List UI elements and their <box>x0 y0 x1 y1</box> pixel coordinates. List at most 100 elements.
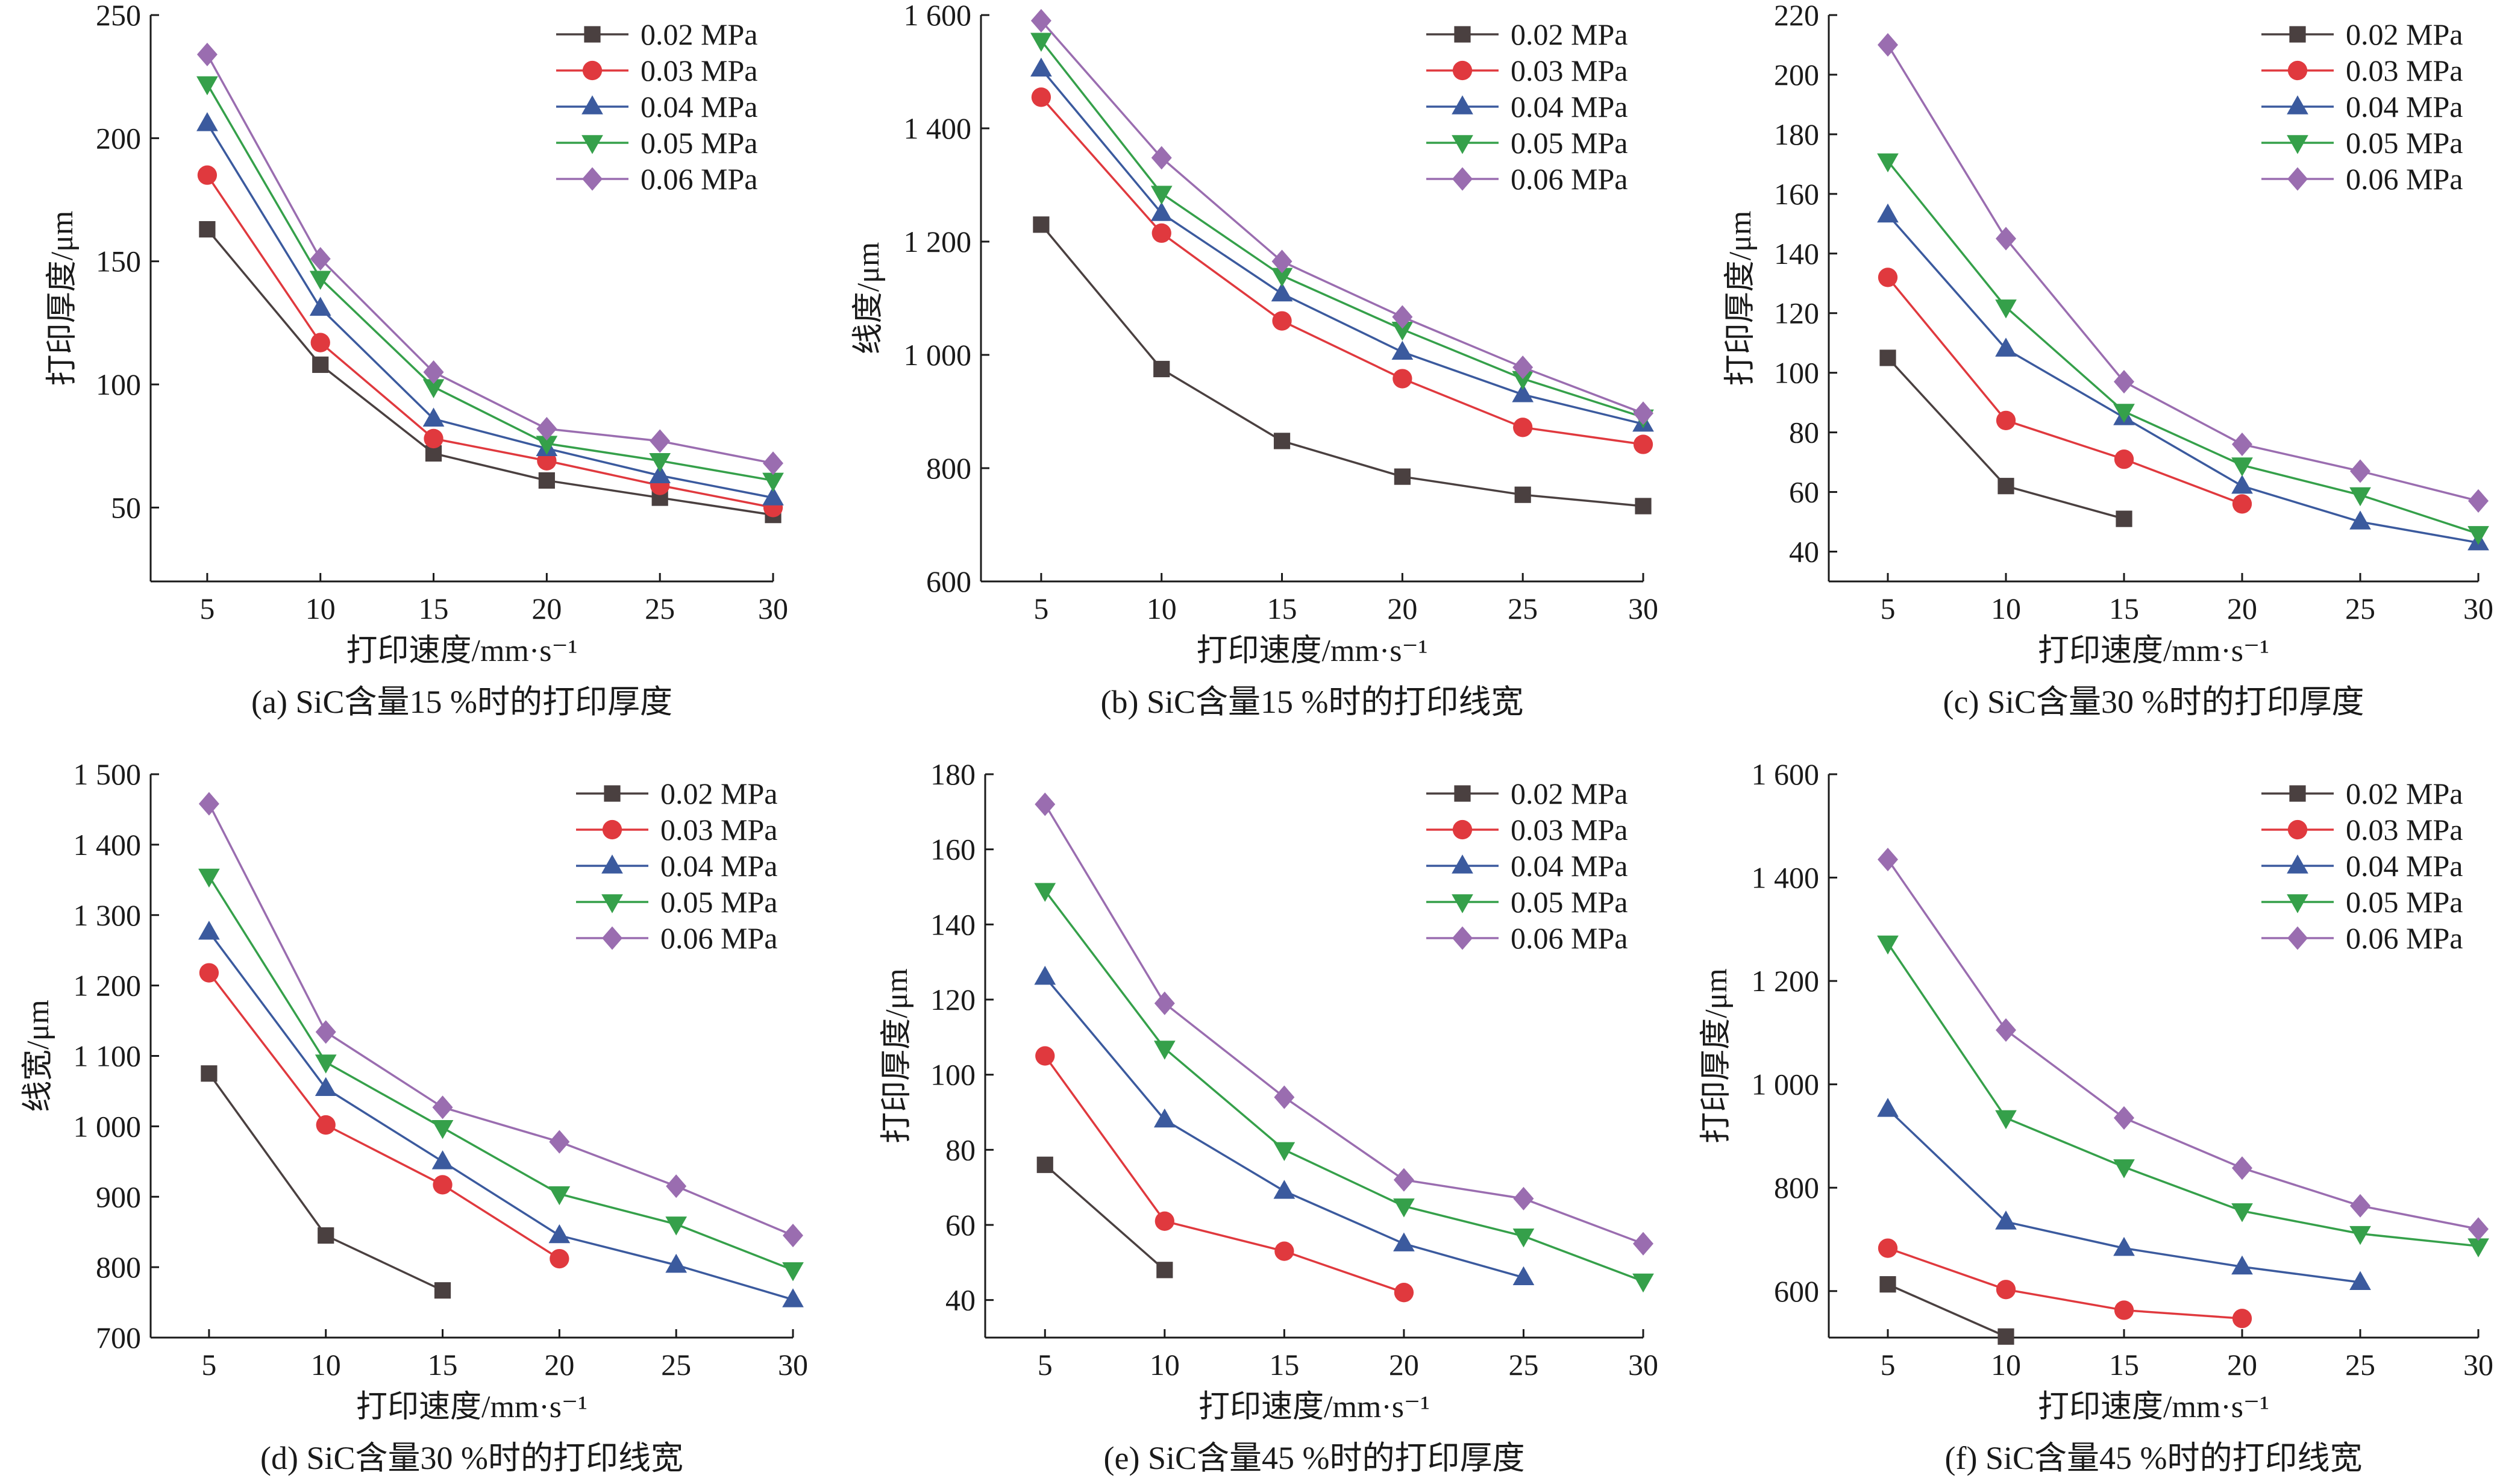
legend-label: 0.04 MPa <box>1511 849 1628 883</box>
x-tick-label: 30 <box>2463 1348 2493 1382</box>
y-tick-label: 1 200 <box>1752 964 1820 998</box>
data-point <box>1033 216 1050 233</box>
series-line <box>208 1072 443 1292</box>
legend-label: 0.03 MPa <box>1511 54 1628 87</box>
x-tick-label: 30 <box>758 592 788 625</box>
x-tick-label: 5 <box>1881 1348 1896 1382</box>
y-axis-title: 线度/μm <box>851 242 886 355</box>
series-0-05-MPa <box>1034 883 1654 1293</box>
data-point <box>2467 526 2489 545</box>
data-point <box>1273 1180 1296 1199</box>
data-point <box>1153 360 1170 378</box>
data-point <box>1633 1232 1653 1256</box>
legend-marker <box>2287 135 2308 154</box>
data-point <box>199 221 216 238</box>
y-tick-label: 100 <box>930 1058 976 1092</box>
y-tick-label: 1 300 <box>74 898 142 932</box>
data-point <box>422 379 445 398</box>
x-axis-title: 打印速度/mm·s⁻¹ <box>346 634 578 668</box>
data-point <box>434 1282 451 1299</box>
series-line <box>1040 68 1644 425</box>
series-line <box>1887 1108 2361 1283</box>
data-point <box>2114 1106 2134 1130</box>
data-point <box>2231 474 2253 494</box>
data-point <box>316 1115 336 1135</box>
data-point <box>1271 282 1293 302</box>
data-point <box>2349 510 2371 530</box>
chart-panel-c: 5 10 15 20 25 30 40 60 80 100 120 140 160 180 200 220 打印… <box>1723 0 2493 720</box>
data-point <box>422 407 445 427</box>
data-point <box>312 356 329 373</box>
panel-caption: (c) SiC含量30 %时的打印厚度 <box>1943 684 2364 720</box>
y-tick-label: 1 200 <box>904 225 972 258</box>
series-line <box>1887 277 2243 506</box>
x-tick-label: 20 <box>1387 592 1417 625</box>
panel-caption: (d) SiC含量30 %时的打印线宽 <box>260 1440 683 1476</box>
y-tick-label: 180 <box>1774 117 1819 151</box>
data-point <box>198 792 219 816</box>
legend-marker <box>602 819 622 840</box>
y-tick-label: 150 <box>96 245 141 278</box>
data-point <box>1273 1142 1296 1162</box>
series-line <box>1887 44 2479 502</box>
series-0-03-MPa <box>1878 1238 2252 1329</box>
data-point <box>762 486 784 506</box>
data-point <box>1996 227 2016 251</box>
series-line <box>1040 40 1644 419</box>
chart-panel-b: 5 10 15 20 25 30 600 800 1 000 1 200 1 400 1 600 打印速… <box>851 0 1658 720</box>
series-0-03-MPa <box>1878 268 2252 514</box>
y-axis-title: 打印厚度/μm <box>1699 968 1734 1144</box>
y-tick-label: 80 <box>1789 416 1819 449</box>
series-line <box>1887 357 2125 520</box>
legend-marker <box>2289 26 2306 43</box>
x-tick-label: 20 <box>2227 592 2257 625</box>
data-point <box>2349 487 2371 507</box>
data-point <box>2231 457 2253 477</box>
y-tick-label: 1 000 <box>904 338 972 372</box>
y-tick-label: 800 <box>926 451 971 485</box>
legend-marker <box>2289 785 2306 802</box>
data-point <box>2349 1271 2371 1290</box>
data-point <box>1393 1232 1415 1251</box>
x-axis-title: 打印速度/mm·s⁻¹ <box>2038 1390 2269 1424</box>
data-point <box>198 921 220 940</box>
data-point <box>548 1224 571 1244</box>
legend-label: 0.02 MPa <box>641 17 757 51</box>
x-tick-label: 30 <box>2463 592 2493 625</box>
data-point <box>1035 792 1056 816</box>
series-0-02-MPa <box>1033 216 1652 515</box>
x-tick-label: 5 <box>199 592 215 625</box>
data-point <box>650 429 671 453</box>
x-tick-label: 5 <box>201 1348 216 1382</box>
data-point <box>1878 33 1898 57</box>
legend-label: 0.04 MPa <box>1511 90 1628 124</box>
data-point <box>2232 432 2252 456</box>
x-axis-title: 打印速度/mm·s⁻¹ <box>2038 634 2269 668</box>
data-point <box>2113 1159 2135 1179</box>
data-point <box>1512 355 1534 380</box>
legend-label: 0.02 MPa <box>2346 17 2463 51</box>
data-point <box>2114 369 2134 394</box>
x-tick-label: 10 <box>1991 592 2021 625</box>
data-point <box>1031 87 1051 107</box>
data-point <box>1878 268 1898 287</box>
panel-caption: (a) SiC含量15 %时的打印厚度 <box>251 684 672 720</box>
data-point <box>1151 146 1172 170</box>
data-point <box>1391 321 1414 341</box>
series-0-02-MPa <box>1879 349 2132 527</box>
data-point <box>1512 383 1534 402</box>
data-point <box>1153 1041 1176 1060</box>
y-tick-label: 1 000 <box>74 1109 142 1143</box>
legend-marker <box>602 926 622 950</box>
data-point <box>309 271 331 290</box>
legend-label: 0.03 MPa <box>660 813 777 847</box>
data-point <box>1394 468 1411 485</box>
data-point <box>315 1054 337 1074</box>
legend-marker <box>2287 894 2308 913</box>
data-point <box>1034 883 1056 902</box>
data-point <box>1995 299 2017 319</box>
data-point <box>196 42 218 66</box>
chart-panel-f: 5 10 15 20 25 30 600 800 1 000 1 200 1 400 1 600 打印速… <box>1699 757 2493 1476</box>
legend-label: 0.02 MPa <box>1511 777 1628 810</box>
